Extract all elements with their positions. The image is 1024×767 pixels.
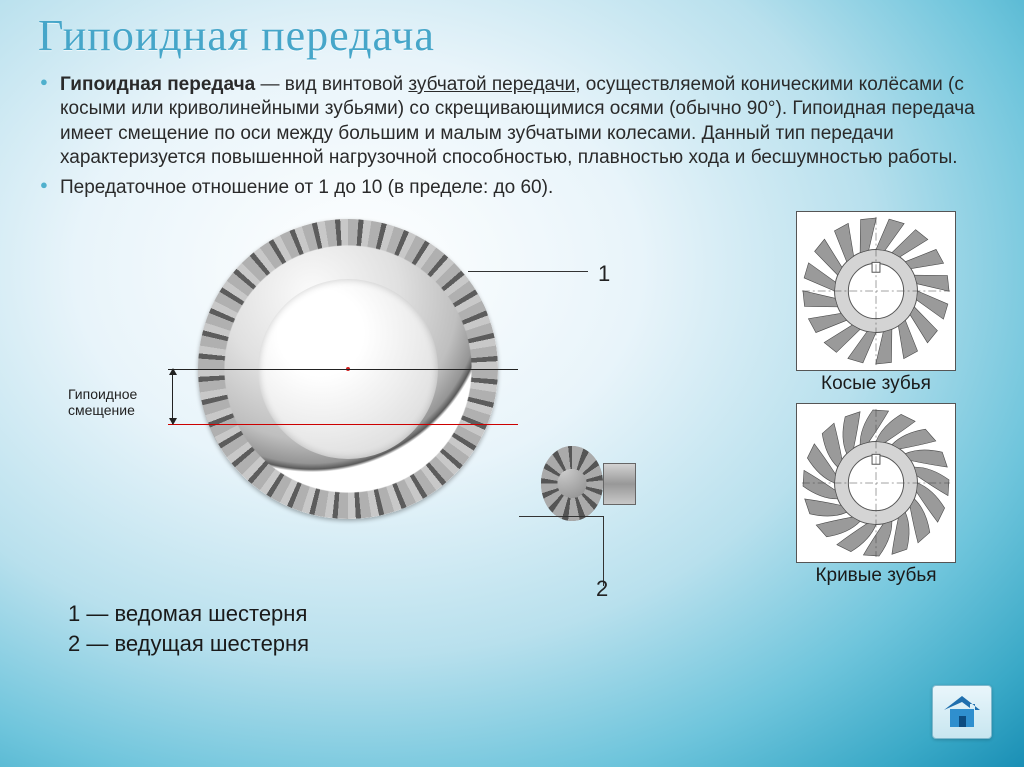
house-icon (942, 694, 982, 730)
home-button[interactable] (932, 685, 992, 739)
tooth-type-figures: Косые зубья Кривые зубья (766, 211, 986, 671)
hypoid-offset-indicator (168, 366, 518, 426)
bullet-1-underline: зубчатой передачи (408, 74, 575, 95)
figures-row: Гипоидное смещение 1 2 1 — ведомая шесте… (38, 211, 986, 671)
spiral-gear-drawing (796, 403, 956, 563)
spiral-caption: Кривые зубья (791, 565, 961, 587)
spiral-teeth-figure: Кривые зубья (791, 403, 961, 587)
leader-line-2 (519, 516, 604, 586)
marker-1: 1 (598, 261, 610, 287)
pinion-gear-drawing (541, 444, 636, 524)
bullet-1-mid: — вид винтовой (255, 74, 408, 95)
legend-1: 1 — ведомая шестерня (68, 599, 309, 630)
bullet-1: Гипоидная передача — вид винтовой зубчат… (60, 73, 986, 170)
helical-teeth-figure: Косые зубья (791, 211, 961, 395)
page-title: Гипоидная передача (38, 10, 986, 61)
marker-2: 2 (596, 576, 608, 602)
diagram-legend: 1 — ведомая шестерня 2 — ведущая шестерн… (68, 599, 309, 661)
hypoid-offset-label: Гипоидное смещение (68, 386, 137, 418)
bullet-1-term: Гипоидная передача (60, 74, 255, 95)
helical-gear-drawing (796, 211, 956, 371)
hypoid-main-diagram: Гипоидное смещение 1 2 1 — ведомая шесте… (38, 211, 678, 671)
helical-caption: Косые зубья (791, 373, 961, 395)
leader-line-1 (468, 271, 588, 272)
bullet-list: Гипоидная передача — вид винтовой зубчат… (38, 73, 986, 201)
bullet-2: Передаточное отношение от 1 до 10 (в пре… (60, 176, 986, 200)
legend-2: 2 — ведущая шестерня (68, 629, 309, 660)
